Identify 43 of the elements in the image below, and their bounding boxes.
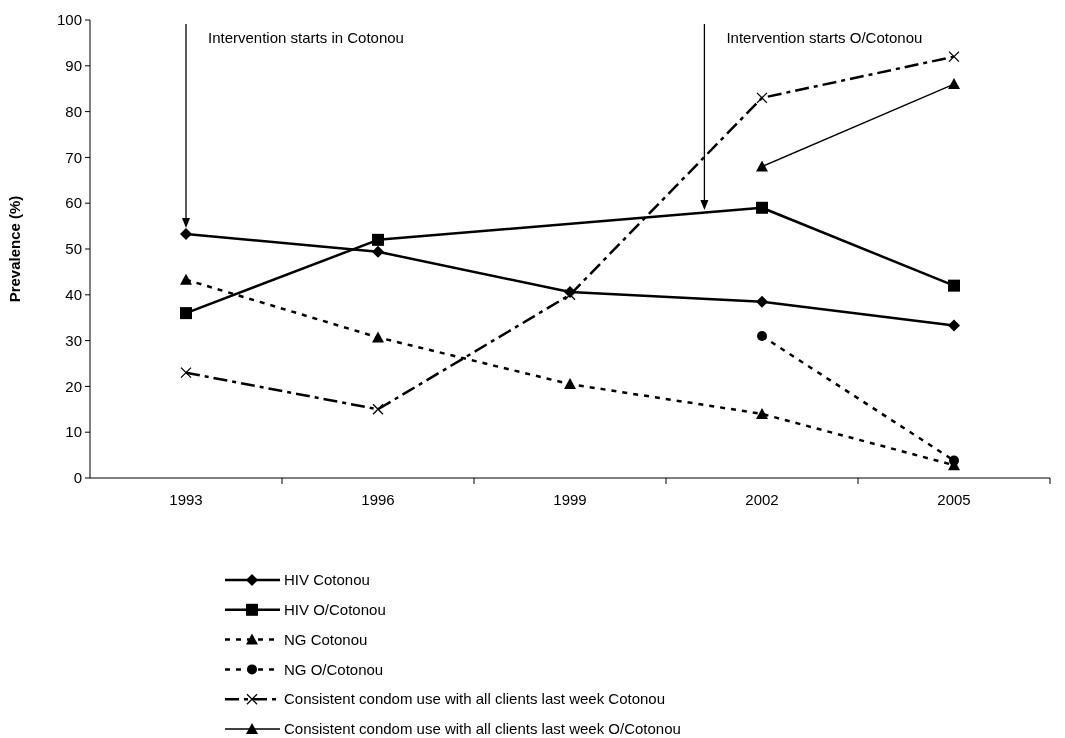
point [948, 279, 960, 292]
y-tick-label: 10 [65, 423, 82, 441]
point [180, 307, 192, 320]
legend-label: Consistent condom use with all clients last week O/Cotonou [284, 720, 681, 738]
x-tick-label: 1999 [553, 491, 587, 508]
y-tick-label: 0 [73, 469, 82, 487]
legend-label: NG O/Cotonou [284, 660, 384, 678]
point [756, 295, 768, 308]
annotation: Intervention starts in Cotonou [208, 29, 404, 46]
y-axis-title: Prevalence (%) [6, 195, 23, 303]
y-tick-label: 70 [65, 148, 82, 166]
point [372, 331, 384, 343]
x-tick-label: 1993 [169, 491, 203, 508]
point [372, 233, 384, 246]
point [757, 331, 767, 342]
x-tick-label: 2002 [745, 491, 779, 508]
y-tick-label: 60 [65, 194, 82, 212]
point [180, 227, 192, 240]
point [948, 50, 960, 63]
point [949, 455, 959, 466]
point [948, 319, 960, 332]
point [372, 245, 384, 258]
y-tick-label: 30 [65, 331, 82, 349]
annotation: Intervention starts O/Cotonou [726, 29, 923, 46]
point [372, 403, 384, 415]
y-tick-label: 80 [65, 102, 82, 120]
legend-label: NG Cotonou [284, 630, 368, 648]
x-tick-label: 2005 [937, 491, 971, 508]
y-tick-label: 20 [65, 377, 82, 395]
point [756, 201, 768, 214]
legend-label: HIV Cotonou [284, 571, 370, 589]
point [180, 367, 192, 379]
y-tick-label: 90 [65, 57, 82, 75]
legend-label: HIV O/Cotonou [284, 601, 386, 619]
legend-label: Consistent condom use with all clients last week Cotonou [284, 690, 666, 708]
y-tick-label: 50 [65, 240, 82, 258]
y-tick-label: 40 [65, 286, 82, 304]
point [756, 92, 768, 104]
x-tick-label: 1996 [361, 491, 395, 508]
point [180, 273, 192, 285]
point [756, 407, 768, 419]
y-tick-label: 100 [56, 11, 82, 29]
point [564, 378, 576, 390]
